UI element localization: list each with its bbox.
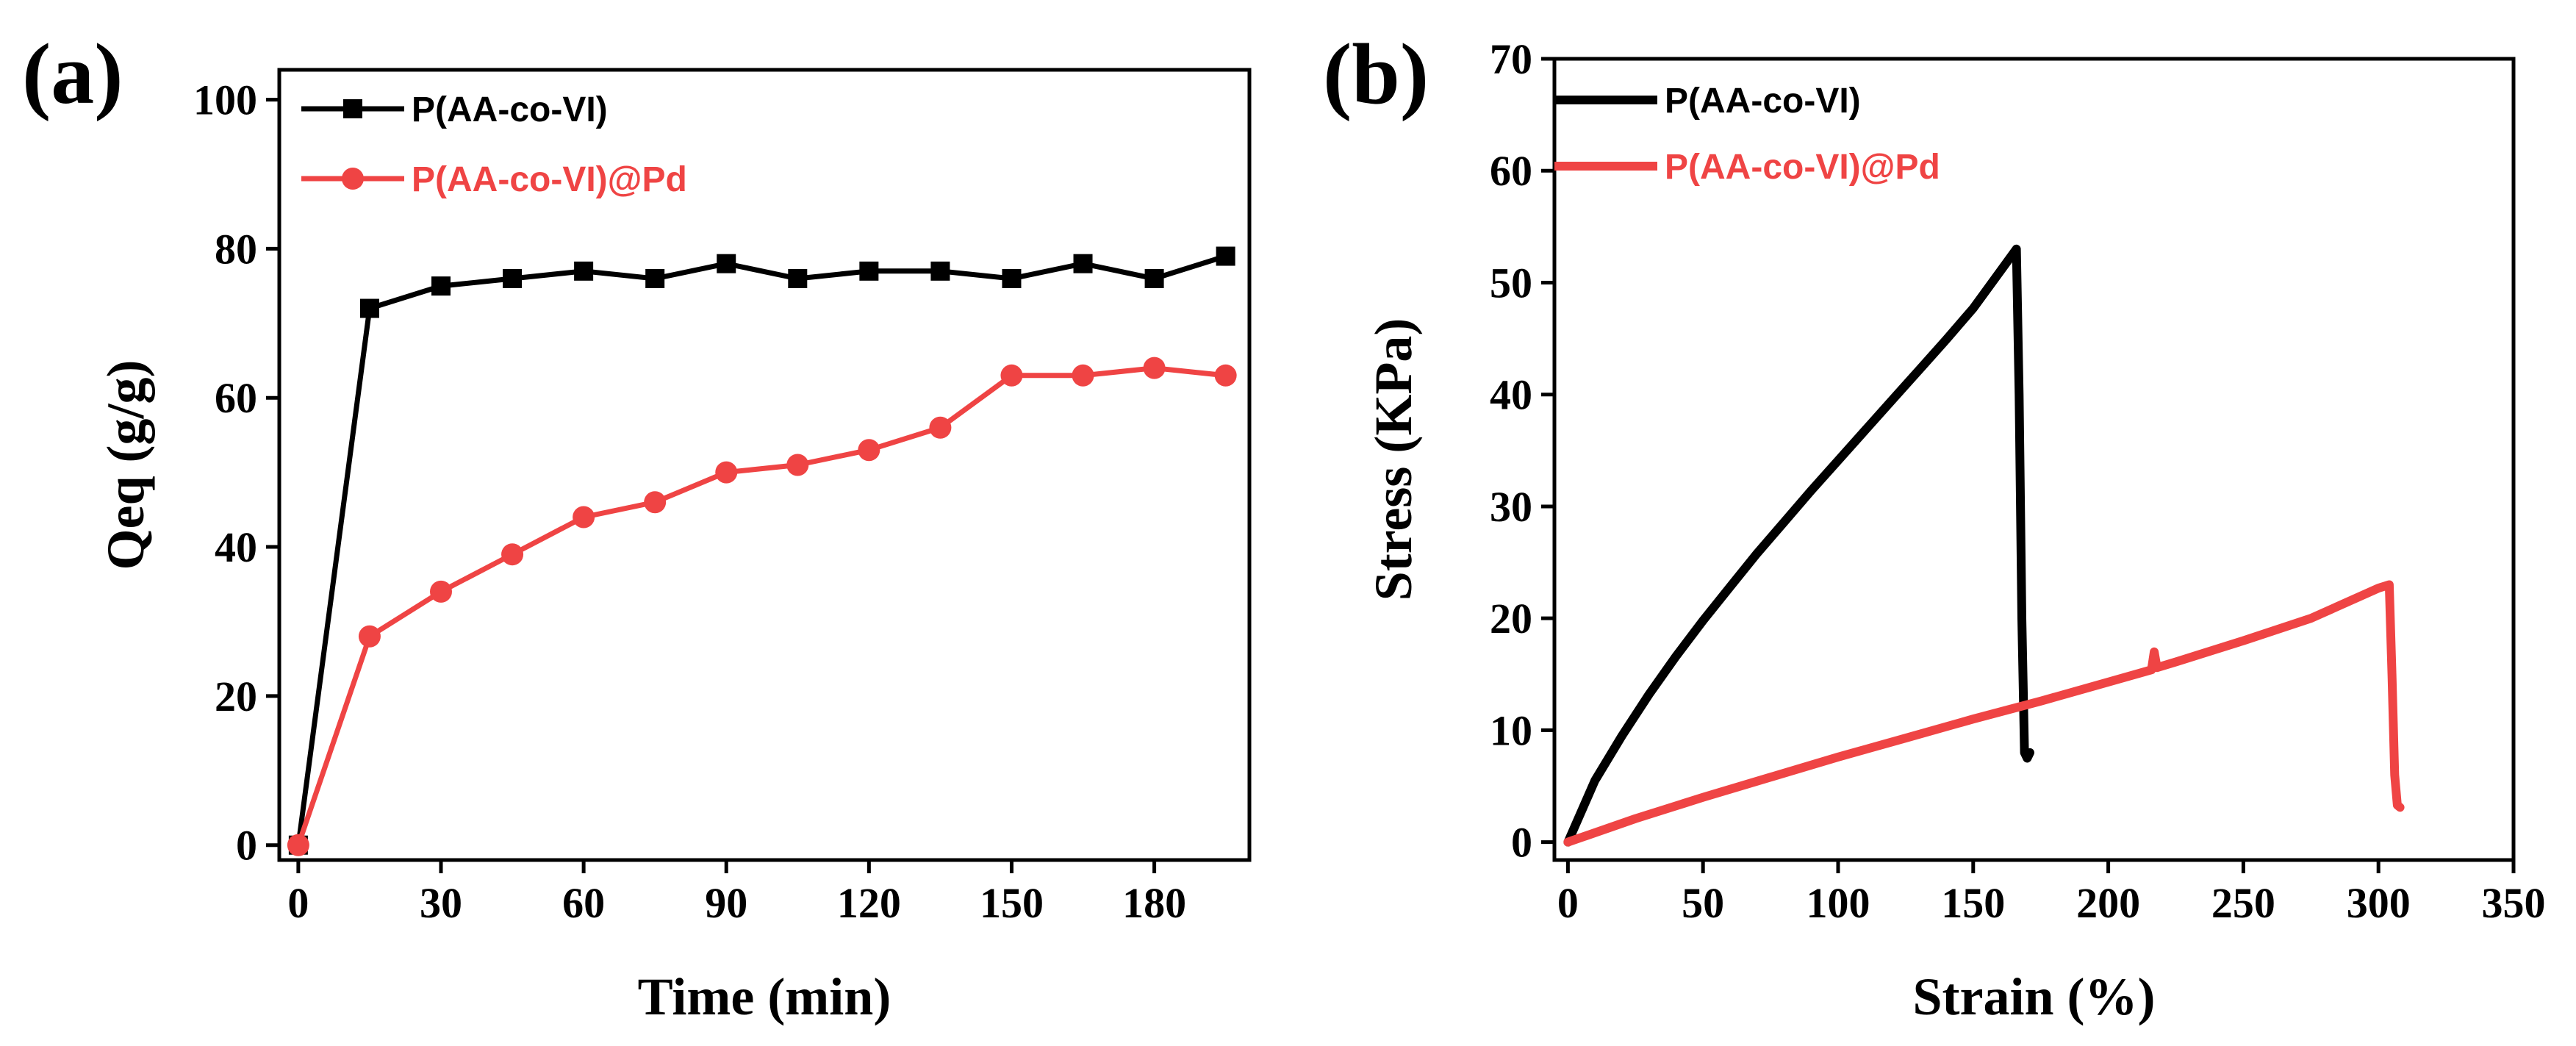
- chart-a-series-p-aa-co-vi-point: [1216, 246, 1235, 266]
- chart-a-series-p-aa-co-vi-point: [717, 254, 736, 273]
- chart-b-y-tick-label: 20: [1490, 595, 1532, 642]
- chart-a-x-tick-label: 180: [1122, 879, 1186, 927]
- chart-b-x-tick-label: 150: [1941, 879, 2005, 927]
- chart-a-x-tick-label: 120: [837, 879, 901, 927]
- chart-a-x-tick-label: 150: [980, 879, 1044, 927]
- chart-a-series-p-aa-co-vi-point: [788, 268, 808, 288]
- chart-a-y-axis-title: Qeq (g/g): [96, 360, 155, 570]
- chart-b-x-tick-label: 100: [1806, 879, 1870, 927]
- chart-b-y-tick-label: 40: [1490, 371, 1532, 419]
- chart-b-stress-strain: (b) 0 50 100 150 200 250 300 350 0 10 20 30 40 50 60 70 S…: [1323, 26, 2546, 1026]
- chart-a-y-tick-label: 0: [236, 822, 257, 870]
- chart-a-y-tick-label: 40: [215, 523, 257, 571]
- chart-a-swelling: (a) 0 30 60 90 120 150 180 0 20 40 60 80 100 Time (min…: [22, 26, 1252, 1026]
- chart-a-x-axis-title: Time (min): [638, 967, 891, 1026]
- chart-b-y-tick-label: 0: [1511, 819, 1532, 867]
- chart-a-panel-label: (a): [22, 26, 123, 122]
- chart-b-x-tick-label: 0: [1557, 879, 1579, 927]
- chart-b-series-p-aa-co-vi-legend-label: P(AA-co-VI): [1665, 82, 1861, 121]
- chart-a-series-p-aa-co-vi-line: [295, 254, 1229, 848]
- chart-a-x-tick-label: 90: [705, 879, 747, 927]
- chart-a-series-p-aa-co-vi-point: [1073, 254, 1093, 273]
- chart-b-y-axis-title: Stress (KPa): [1364, 318, 1423, 601]
- chart-b-series-p-aa-co-vi-pd-legend-label: P(AA-co-VI)@Pd: [1665, 148, 1940, 187]
- chart-a-series-p-aa-co-vi-legend-marker: [343, 99, 362, 118]
- chart-b-series-p-aa-co-vi-pd-line: [1563, 580, 2405, 847]
- chart-b-x-tick-label: 300: [2347, 879, 2411, 927]
- chart-a-series-p-aa-co-vi-pd-point: [287, 834, 309, 856]
- chart-b-series-p-aa-co-vi-line: [1563, 244, 2034, 847]
- chart-a-series-p-aa-co-vi-pd-point: [573, 506, 595, 529]
- chart-a-series-p-aa-co-vi-legend-label: P(AA-co-VI): [412, 90, 608, 129]
- chart-a-y-tick-label: 100: [193, 76, 257, 124]
- chart-b-x-axis-title: Strain (%): [1913, 967, 2156, 1026]
- chart-a-series-p-aa-co-vi-pd-point: [1214, 364, 1237, 387]
- chart-b-plot-frame: [1552, 57, 2516, 862]
- chart-a-series-p-aa-co-vi-point: [359, 298, 379, 318]
- chart-a-series-p-aa-co-vi-pd-point: [501, 543, 524, 566]
- chart-a-series-p-aa-co-vi-pd-point: [358, 625, 381, 648]
- chart-a-series-p-aa-co-vi-pd-point: [858, 439, 880, 462]
- chart-a-series-p-aa-co-vi-pd-point: [1143, 357, 1166, 379]
- chart-b-x-tick-label: 350: [2482, 879, 2546, 927]
- chart-a-series-p-aa-co-vi-point: [503, 268, 523, 288]
- chart-a-y-tick-label: 80: [215, 225, 257, 273]
- chart-b-y-tick-label: 50: [1490, 259, 1532, 307]
- chart-a-series-p-aa-co-vi-point: [930, 261, 950, 281]
- chart-a-y-tick-label: 60: [215, 374, 257, 422]
- chart-a-y-tick-label: 20: [215, 673, 257, 720]
- chart-b-x-tick-label: 50: [1682, 879, 1724, 927]
- chart-b-x-tick-label: 200: [2076, 879, 2140, 927]
- chart-a-series-p-aa-co-vi-pd-legend-label: P(AA-co-VI)@Pd: [412, 160, 687, 199]
- chart-a-series-p-aa-co-vi-point: [1144, 268, 1164, 288]
- chart-a-series-p-aa-co-vi-point: [431, 276, 451, 296]
- chart-a-series-p-aa-co-vi-pd-point: [929, 416, 952, 439]
- chart-b-y-tick-label: 60: [1490, 147, 1532, 195]
- chart-a-series-p-aa-co-vi-pd-point: [430, 580, 452, 603]
- chart-a-x-tick-label: 30: [420, 879, 462, 927]
- chart-a-series-p-aa-co-vi-point: [1002, 268, 1022, 288]
- chart-a-series-p-aa-co-vi-pd-line: [295, 365, 1229, 848]
- chart-a-series-p-aa-co-vi-pd-legend-marker: [342, 168, 364, 190]
- chart-a-series-p-aa-co-vi-pd-point: [715, 461, 738, 484]
- chart-a-x-tick-label: 60: [562, 879, 605, 927]
- chart-b-y-tick-label: 10: [1490, 706, 1532, 754]
- chart-a-series-p-aa-co-vi-pd-point: [786, 454, 809, 476]
- chart-a-x-tick-label: 0: [287, 879, 309, 927]
- chart-a-series-p-aa-co-vi-pd-point: [644, 491, 667, 514]
- chart-a-series-p-aa-co-vi-point: [645, 268, 665, 288]
- chart-b-panel-label: (b): [1323, 26, 1429, 122]
- chart-a-series-p-aa-co-vi-pd-point: [1072, 364, 1094, 387]
- chart-a-series-p-aa-co-vi-point: [574, 261, 594, 281]
- chart-a-series-p-aa-co-vi-pd-point: [1000, 364, 1023, 387]
- chart-a-series-p-aa-co-vi-point: [859, 261, 879, 281]
- chart-b-y-tick-label: 30: [1490, 483, 1532, 531]
- chart-b-y-tick-label: 70: [1490, 35, 1532, 83]
- chart-b-x-tick-label: 250: [2211, 879, 2275, 927]
- chart-a-plot-frame: [277, 68, 1252, 862]
